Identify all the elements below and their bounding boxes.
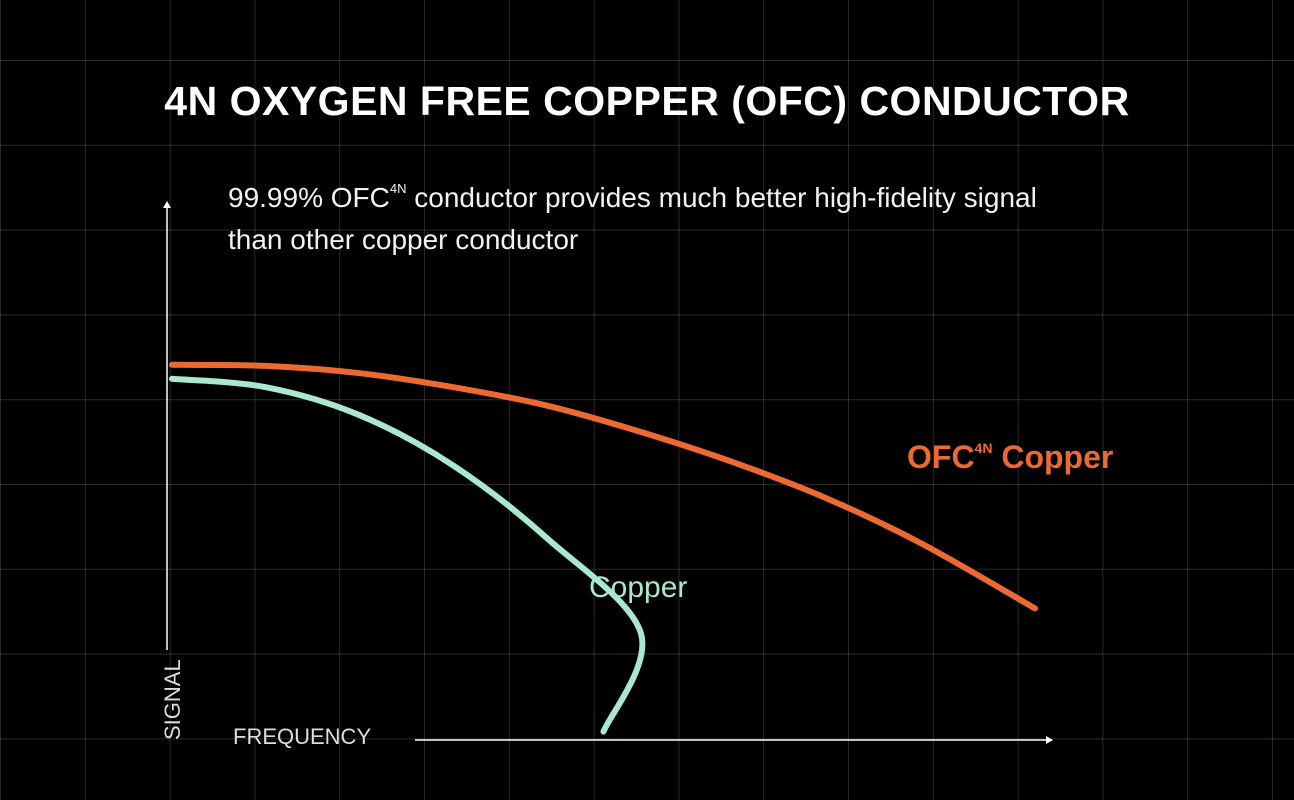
subtitle: 99.99% OFC4N conductor provides much bet… (228, 168, 1188, 261)
subtitle-line-1: 99.99% OFC4N conductor provides much bet… (228, 168, 1188, 219)
x-axis-label: FREQUENCY (233, 724, 371, 749)
series-label-ofc-name: OFC (907, 439, 975, 475)
series-line-ofc (169, 361, 1038, 612)
subtitle-text-start: 99.99% OFC (228, 182, 390, 213)
subtitle-text-end: conductor provides much better high-fide… (406, 182, 1037, 213)
series-line-copper (169, 375, 646, 735)
series-label-ofc: OFC4N Copper (907, 439, 1113, 475)
subtitle-line-2: than other copper conductor (228, 224, 579, 255)
series-label-ofc-sup: 4N (975, 440, 993, 456)
series-label-ofc-after: Copper (992, 439, 1113, 475)
series-layer (169, 361, 1038, 735)
page-title: 4N OXYGEN FREE COPPER (OFC) CONDUCTOR (164, 78, 1130, 124)
series-label-copper: Copper (589, 571, 687, 604)
y-axis-label: SIGNAL (160, 659, 185, 740)
subtitle-superscript: 4N (389, 181, 407, 196)
